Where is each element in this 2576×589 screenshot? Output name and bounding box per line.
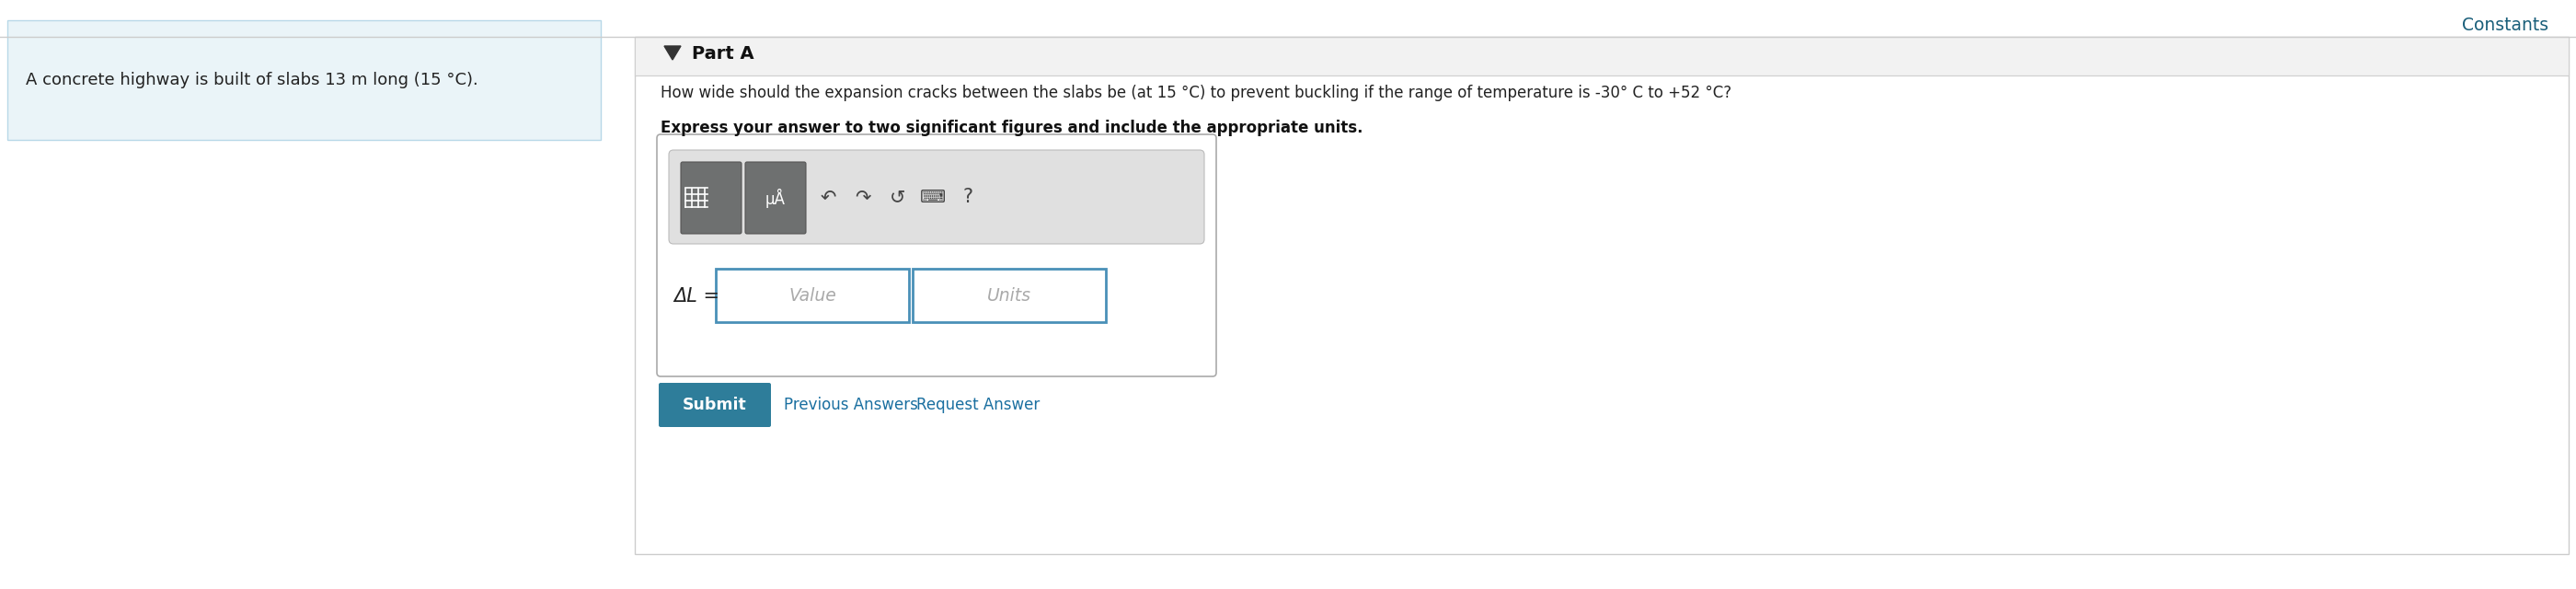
Text: Constants: Constants bbox=[2463, 16, 2548, 34]
Bar bbox=[716, 269, 909, 322]
Text: Express your answer to two significant figures and include the appropriate units: Express your answer to two significant f… bbox=[659, 120, 1363, 136]
FancyBboxPatch shape bbox=[8, 20, 600, 140]
Text: Units: Units bbox=[987, 287, 1030, 304]
Text: ?: ? bbox=[963, 188, 974, 206]
FancyBboxPatch shape bbox=[659, 383, 770, 427]
Text: μÅ: μÅ bbox=[765, 188, 786, 207]
FancyBboxPatch shape bbox=[657, 134, 1216, 376]
Text: Part A: Part A bbox=[693, 45, 755, 62]
Bar bbox=[634, 37, 2568, 75]
FancyBboxPatch shape bbox=[680, 162, 742, 234]
Text: Request Answer: Request Answer bbox=[917, 396, 1041, 413]
Text: ↺: ↺ bbox=[889, 188, 907, 206]
Text: ↷: ↷ bbox=[855, 188, 871, 206]
Text: ↶: ↶ bbox=[819, 188, 837, 206]
Text: ΔL =: ΔL = bbox=[672, 287, 719, 306]
Polygon shape bbox=[665, 46, 680, 60]
Text: Submit: Submit bbox=[683, 396, 747, 413]
Bar bbox=[634, 37, 2568, 554]
FancyBboxPatch shape bbox=[744, 162, 806, 234]
Text: Previous Answers: Previous Answers bbox=[783, 396, 917, 413]
Text: A concrete highway is built of slabs 13 m long (15 °C).: A concrete highway is built of slabs 13 … bbox=[26, 72, 479, 88]
Text: How wide should the expansion cracks between the slabs be (at 15 °C) to prevent : How wide should the expansion cracks bet… bbox=[659, 85, 1731, 101]
Bar bbox=[912, 269, 1105, 322]
FancyBboxPatch shape bbox=[670, 150, 1206, 244]
Text: ⌨: ⌨ bbox=[920, 188, 945, 206]
Text: Value: Value bbox=[788, 287, 837, 304]
